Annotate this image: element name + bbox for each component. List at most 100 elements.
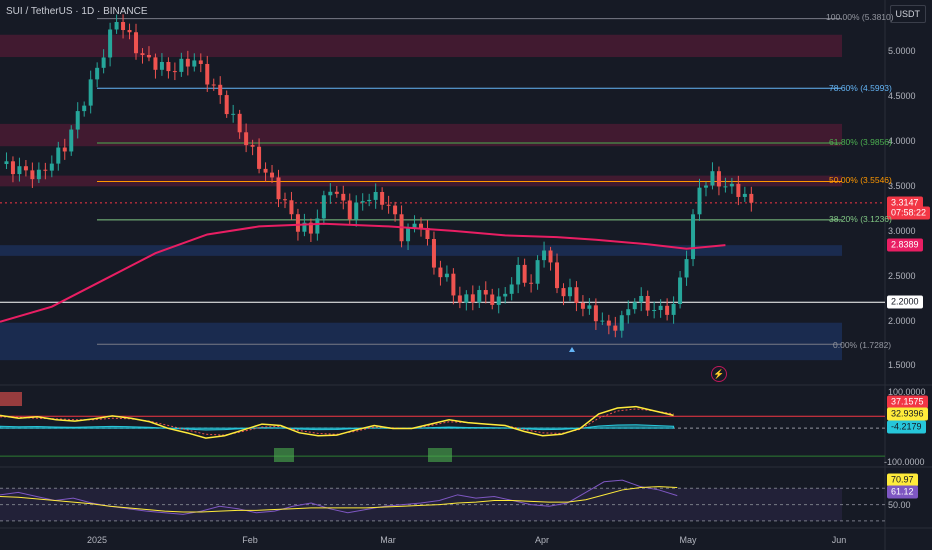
candle-body	[652, 310, 657, 312]
candle-body	[302, 222, 307, 232]
candle-body	[224, 95, 229, 115]
candle-body	[723, 186, 728, 188]
candle-body	[211, 84, 216, 86]
candle-body	[406, 228, 411, 242]
rsi-ma-line	[0, 486, 678, 513]
candle-body	[4, 161, 9, 165]
candle-body	[347, 200, 352, 220]
candle-body	[561, 288, 566, 297]
candle-body	[334, 191, 339, 194]
price-tick: 3.0000	[888, 226, 916, 236]
candle-body	[315, 218, 320, 234]
candle-body	[367, 199, 372, 202]
candle-body	[23, 166, 28, 171]
price-tick: 4.5000	[888, 91, 916, 101]
candle-body	[412, 223, 417, 229]
candle-body	[567, 287, 572, 297]
candle-body	[198, 60, 203, 64]
candle-body	[736, 183, 741, 197]
candle-body	[341, 193, 346, 201]
candle-body	[393, 205, 398, 215]
ma-price-tag: 2.8389	[887, 238, 923, 252]
candle-body	[419, 223, 423, 228]
candle-body	[43, 169, 48, 171]
candle-body	[678, 277, 683, 305]
candle-body	[658, 305, 663, 311]
candle-body	[749, 193, 754, 203]
osc-axis-top: 100.0000	[888, 387, 926, 397]
moving-average-line	[0, 222, 726, 323]
lightning-icon[interactable]: ⚡	[711, 366, 727, 382]
candle-body	[237, 113, 242, 133]
candle-body	[121, 22, 126, 31]
candle-body	[496, 296, 501, 305]
candle-body	[17, 166, 22, 175]
osc-axis-bottom: -100.0000	[884, 457, 925, 467]
candle-body	[691, 214, 696, 260]
rsi-axis-50: 50.00	[888, 500, 911, 510]
fib-label-618: 61.80% (3.9856)	[829, 137, 892, 147]
candle-body	[159, 61, 164, 70]
candle-body	[75, 111, 80, 130]
candle-body	[69, 129, 74, 152]
zone-resistance	[0, 34, 842, 58]
price-tick: 1.5000	[888, 360, 916, 370]
price-tick: 3.5000	[888, 181, 916, 191]
date-tick: Feb	[242, 535, 258, 545]
candle-body	[386, 204, 391, 206]
candle-body	[10, 161, 15, 175]
fib-label-786: 78.60% (4.5993)	[829, 83, 892, 93]
candle-body	[140, 53, 145, 55]
fib-label-382: 38.20% (3.1236)	[829, 214, 892, 224]
candle-body	[153, 57, 158, 70]
candle-body	[451, 273, 456, 296]
candle-body	[289, 200, 294, 215]
candle-body	[535, 260, 540, 284]
rsi-tag-value: 61.12	[887, 485, 918, 499]
candle-body	[593, 305, 598, 322]
candle-body	[380, 192, 385, 205]
symbol-title: SUI / TetherUS · 1D · BINANCE	[6, 6, 148, 17]
candle-body	[665, 305, 670, 315]
candle-body	[114, 22, 119, 30]
currency-button[interactable]: USDT	[889, 5, 926, 23]
candle-body	[56, 147, 61, 164]
candle-body	[490, 294, 495, 305]
candle-body	[639, 295, 644, 303]
candle-body	[548, 250, 553, 263]
candle-body	[295, 214, 300, 232]
countdown-tag: 07:58:22	[887, 206, 931, 220]
candle-body	[36, 169, 41, 180]
candle-body	[587, 305, 592, 309]
candle-body	[555, 262, 560, 289]
candle-body	[716, 171, 721, 187]
candle-body	[257, 146, 262, 169]
candle-body	[134, 32, 139, 54]
candle-body	[600, 320, 605, 322]
osc-oversold-block	[274, 448, 294, 462]
candle-body	[185, 58, 190, 67]
candle-body	[101, 57, 106, 68]
candle-body	[205, 63, 210, 85]
candle-body	[30, 170, 35, 180]
candle-body	[477, 290, 482, 303]
osc-main-line	[0, 405, 674, 439]
candle-body	[619, 315, 624, 331]
candle-body	[108, 29, 113, 58]
candle-body	[457, 295, 462, 303]
fib-label-0: 0.00% (1.7282)	[833, 340, 892, 350]
candle-body	[179, 58, 184, 72]
candle-body	[270, 172, 275, 178]
candle-body	[62, 147, 67, 152]
osc-signal-line	[0, 408, 674, 436]
candle-body	[146, 54, 151, 58]
price-tick: 2.0000	[888, 316, 916, 326]
zone-resistance	[0, 123, 842, 147]
candle-body	[470, 294, 475, 303]
candle-body	[444, 273, 449, 278]
osc-oversold-block	[428, 448, 452, 462]
candle-body	[710, 171, 715, 186]
candle-body	[509, 284, 514, 294]
